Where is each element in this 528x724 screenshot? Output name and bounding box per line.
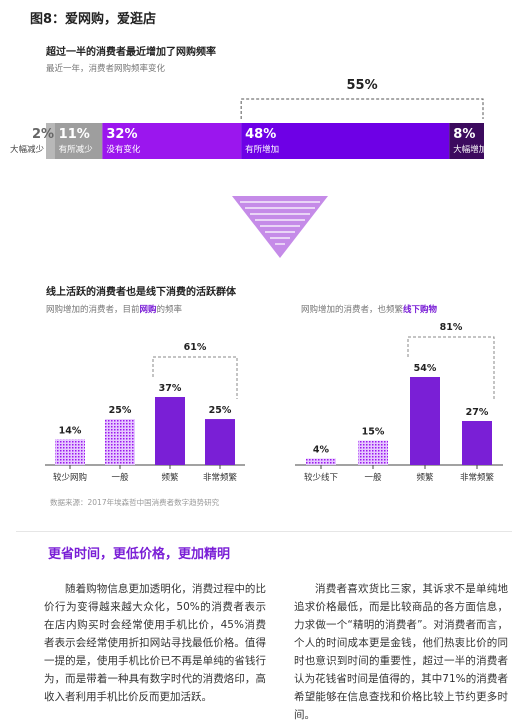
segment-value-label: 2% [32, 127, 54, 142]
left-subtitle-pre: 网购增加的消费者，目前 [46, 305, 140, 315]
bar-value-label: 14% [59, 425, 82, 436]
bracket-label: 55% [347, 78, 378, 93]
left-bar-group: 14% 较少网购 25% 一般 37% 频繁 25% 非常频繁 61% [45, 342, 245, 483]
stacked-bar-segment [102, 123, 242, 159]
bar [306, 458, 336, 465]
chart-canvas: 2% 大幅减少 11% 有所减少 32% 没有变化 48% 有所增加 8% 大幅增加 55% 14%… [10, 78, 503, 483]
segment-value-label: 8% [453, 127, 475, 142]
segment-category-label: 有所减少 [59, 144, 94, 155]
bar [205, 419, 235, 465]
bar [155, 397, 185, 465]
x-tick-label: 频繁 [161, 472, 179, 483]
segment-value-label: 32% [106, 127, 137, 142]
divider [16, 531, 512, 532]
right-chart-subtitle: 网购增加的消费者，也频繁线下购物 [301, 303, 437, 315]
down-arrow-icon [232, 196, 328, 258]
left-subtitle-post: 的频率 [156, 305, 183, 315]
stacked-bar-segment [449, 123, 484, 159]
paragraph-right: 消费者喜欢货比三家，其诉求不是单纯地追求价格最低，而是比较商品的各方面信息，力求… [294, 583, 508, 721]
top-chart-title: 超过一半的消费者最近增加了网购频率 [46, 47, 216, 58]
right-bar-group: 4% 较少线下 15% 一般 54% 频繁 27% 非常频繁 81% [295, 322, 503, 483]
bar-value-label: 25% [209, 405, 232, 416]
bar-value-label: 27% [466, 407, 489, 418]
x-tick-label: 一般 [111, 472, 129, 483]
bracket-label: 61% [184, 342, 207, 353]
left-chart-subtitle: 网购增加的消费者，目前网购的频率 [46, 303, 182, 315]
bar-value-label: 15% [362, 427, 385, 438]
segment-category-label: 大幅增加 [453, 144, 487, 155]
stacked-bar-segment [241, 123, 450, 159]
bar-value-label: 37% [159, 383, 182, 394]
top-chart-subtitle: 最近一年，消费者网购频率变化 [46, 64, 166, 74]
x-tick-label: 频繁 [416, 472, 434, 483]
figure-title: 图8：爱网购，爱逛店 [30, 12, 157, 27]
stacked-bar-segment [46, 123, 55, 159]
bar [105, 419, 135, 465]
left-chart-title: 线上活跃的消费者也是线下消费的活跃群体 [46, 287, 236, 298]
bar [410, 377, 440, 465]
bar [55, 439, 85, 465]
right-subtitle-pre: 网购增加的消费者，也频繁 [301, 305, 404, 315]
bar [462, 421, 492, 465]
x-tick-label: 一般 [364, 472, 382, 483]
stacked-bar-segment [54, 123, 103, 159]
segment-category-label: 大幅减少 [10, 144, 45, 155]
section-heading: 更省时间，更低价格，更加精明 [48, 547, 231, 562]
bracket-label: 81% [440, 322, 463, 333]
bar-value-label: 4% [313, 444, 330, 455]
x-tick-label: 较少网购 [53, 472, 87, 483]
bar-value-label: 25% [109, 405, 132, 416]
segment-value-label: 48% [245, 127, 276, 142]
segment-category-label: 没有变化 [106, 144, 141, 155]
x-tick-label: 非常频繁 [460, 472, 495, 483]
bar [358, 440, 388, 465]
segment-category-label: 有所增加 [245, 144, 279, 155]
bracket-line [240, 98, 484, 119]
data-source: 数据来源：2017年埃森哲中国消费者数字趋势研究 [50, 498, 220, 507]
bracket-line [407, 336, 495, 401]
bracket-line [152, 356, 238, 400]
bar-value-label: 54% [414, 363, 437, 374]
stacked-bar-group: 2% 大幅减少 11% 有所减少 32% 没有变化 48% 有所增加 8% 大幅增加 55% [10, 78, 487, 159]
left-subtitle-highlight: 网购 [139, 305, 157, 315]
right-subtitle-highlight: 线下购物 [403, 305, 438, 315]
paragraph-left: 随着购物信息更加透明化，消费过程中的比价行为变得越来越大众化，50%的消费者表示… [44, 583, 266, 703]
x-tick-label: 非常频繁 [203, 472, 238, 483]
x-tick-label: 较少线下 [304, 472, 339, 483]
segment-value-label: 11% [59, 127, 90, 142]
